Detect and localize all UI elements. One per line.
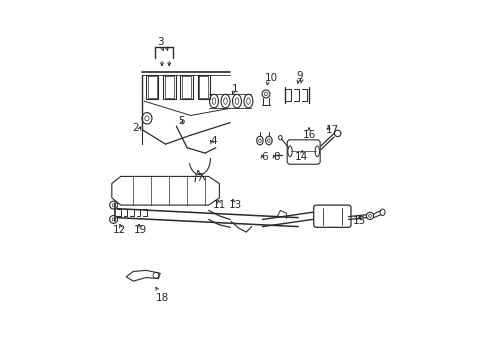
Text: 1: 1	[232, 84, 238, 94]
Text: 10: 10	[264, 73, 277, 83]
Text: 14: 14	[295, 152, 308, 162]
Text: 2: 2	[132, 123, 138, 133]
Text: 16: 16	[302, 130, 315, 140]
Text: 11: 11	[212, 200, 225, 210]
Text: 6: 6	[261, 152, 267, 162]
Text: 7: 7	[196, 173, 203, 183]
Text: 8: 8	[273, 152, 280, 162]
Text: 19: 19	[134, 225, 147, 235]
Text: 9: 9	[296, 71, 303, 81]
Text: 18: 18	[155, 293, 168, 303]
Text: 5: 5	[178, 116, 184, 126]
Text: 12: 12	[112, 225, 125, 235]
Text: 13: 13	[228, 200, 242, 210]
Text: 15: 15	[352, 216, 365, 226]
Text: 4: 4	[210, 136, 217, 145]
Text: 3: 3	[157, 37, 163, 47]
Text: 17: 17	[325, 125, 338, 135]
